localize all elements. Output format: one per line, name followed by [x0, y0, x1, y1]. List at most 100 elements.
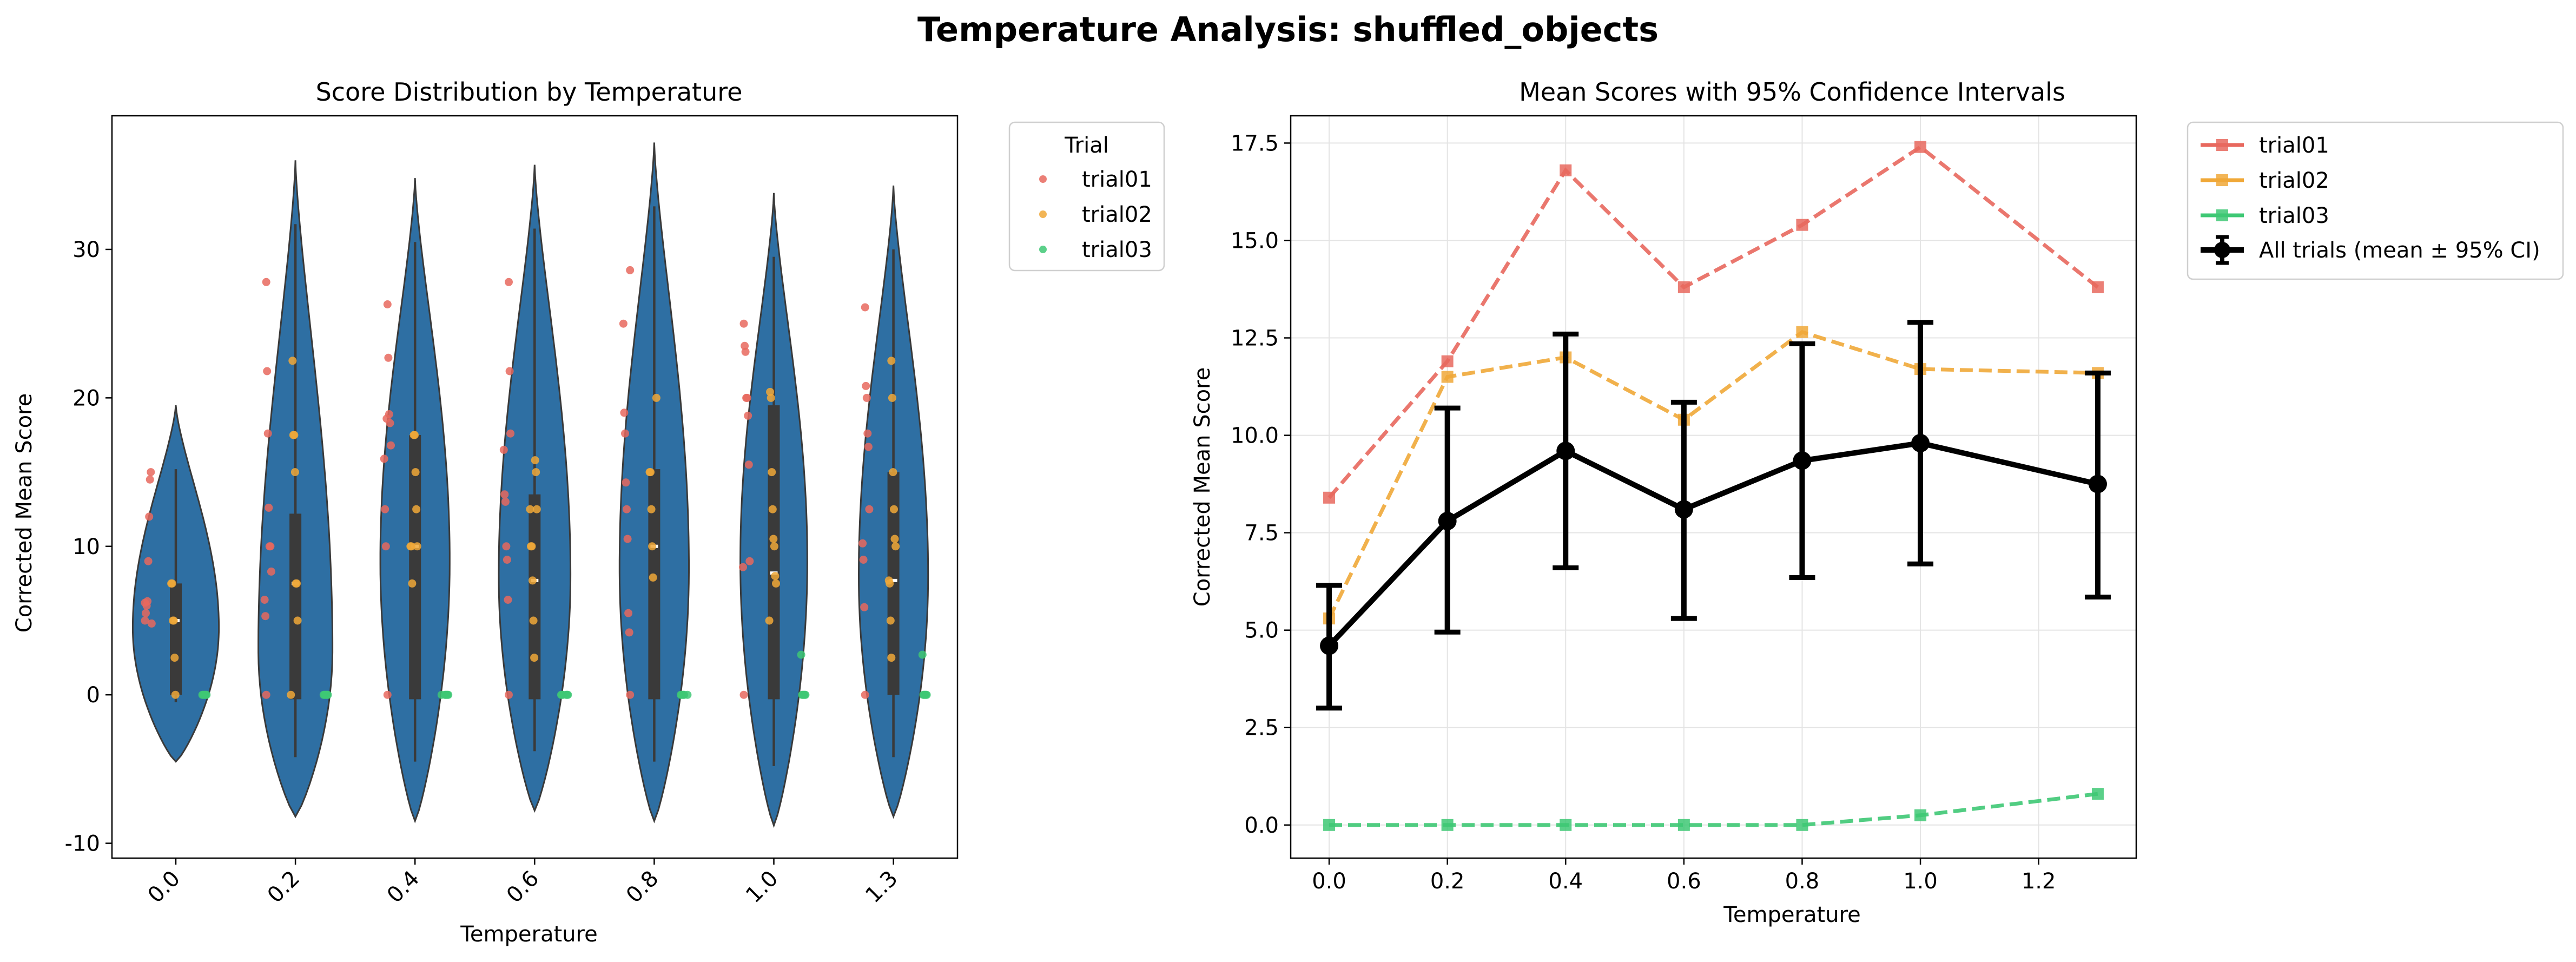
violin-legend-marker-trial03: [1039, 246, 1047, 253]
strip-point-trial01: [861, 690, 869, 699]
line-y-tick-label: 12.5: [1231, 326, 1279, 351]
strip-point-trial01: [741, 341, 749, 350]
strip-point-trial01: [147, 468, 155, 477]
line-legend-marker-all: [2214, 242, 2230, 258]
line-y-tick-label: 0.0: [1244, 813, 1279, 838]
strip-point-trial01: [144, 557, 153, 565]
strip-point-trial01: [381, 505, 389, 513]
strip-point-trial01: [625, 628, 633, 637]
strip-point-trial01: [383, 300, 392, 308]
strip-point-trial01: [864, 443, 873, 451]
strip-point-trial02: [771, 572, 780, 581]
strip-point-trial01: [743, 393, 751, 402]
strip-point-trial02: [290, 468, 299, 477]
series-marker-all-trials: [1911, 433, 1930, 452]
violin-iqr-box-0.8: [648, 469, 660, 700]
strip-point-trial02: [891, 542, 900, 551]
strip-point-trial02: [168, 579, 176, 588]
violin-strip-points: [141, 266, 931, 699]
violin-legend-label-trial02: trial02: [1082, 202, 1152, 227]
series-marker-all-trials: [1556, 442, 1575, 460]
strip-point-trial02: [770, 542, 778, 551]
strip-point-trial02: [408, 579, 417, 588]
strip-point-trial02: [887, 654, 896, 662]
violin-iqr-box-0.4: [409, 434, 421, 700]
series-marker-trial03: [1677, 819, 1690, 831]
line-legend-label-all: All trials (mean ± 95% CI): [2259, 238, 2540, 263]
strip-point-trial02: [530, 654, 539, 662]
strip-point-trial02: [293, 579, 301, 588]
series-marker-trial03: [1441, 819, 1454, 831]
series-marker-trial03: [1560, 819, 1572, 831]
series-marker-trial01: [1323, 491, 1336, 504]
strip-point-trial02: [413, 542, 421, 551]
strip-point-trial01: [741, 347, 750, 356]
strip-point-trial01: [624, 609, 633, 617]
violin-chart: Score Distribution by Temperature Temper…: [12, 77, 1165, 947]
series-marker-trial03: [1796, 819, 1808, 831]
line-x-ticks: 0.0 0.2 0.4 0.6 0.8 1.0 1.2: [1312, 858, 2056, 894]
violin-legend-box: [1008, 121, 1165, 272]
strip-point-trial02: [170, 654, 179, 662]
strip-point-trial01: [621, 429, 629, 438]
strip-point-trial01: [382, 414, 391, 423]
line-legend-marker-trial02: [2216, 174, 2228, 186]
line-x-tick-label: 0.0: [1312, 869, 1346, 894]
strip-point-trial01: [501, 497, 510, 506]
series-marker-trial03: [2091, 788, 2104, 800]
strip-point-trial01: [506, 429, 515, 438]
strip-point-trial01: [623, 535, 632, 543]
strip-point-trial01: [500, 490, 509, 499]
strip-point-trial02: [768, 468, 776, 477]
strip-point-trial02: [769, 535, 778, 543]
strip-point-trial01: [504, 596, 512, 604]
strip-point-trial01: [863, 429, 872, 438]
violin-legend-marker-trial01: [1039, 175, 1047, 183]
strip-point-trial02: [287, 690, 295, 699]
strip-point-trial01: [860, 603, 869, 611]
strip-point-trial01: [387, 441, 395, 450]
series-marker-trial01: [1677, 281, 1690, 293]
violin-iqr-box-0.2: [289, 513, 302, 700]
strip-point-trial02: [527, 542, 536, 551]
line-y-axis-label: Corrected Mean Score: [1190, 367, 1215, 607]
violin-iqr-box-1.0: [768, 405, 780, 700]
line-y-ticks: 0.0 2.5 5.0 7.5 10.0 12.5 15.0 17.5: [1231, 131, 1291, 838]
violin-legend: Trial trial01 trial02 trial03: [1008, 121, 1165, 272]
strip-point-trial03: [202, 690, 211, 699]
violin-x-axis-label: Temperature: [460, 922, 597, 947]
series-marker-trial01: [1560, 164, 1572, 176]
strip-point-trial01: [623, 505, 631, 513]
strip-point-trial02: [886, 616, 895, 625]
line-legend: trial01 trial02 trial03 All trials (mean ± …: [2187, 121, 2564, 280]
strip-point-trial01: [859, 556, 868, 564]
strip-point-trial02: [890, 505, 898, 513]
strip-point-trial01: [505, 690, 513, 699]
strip-point-trial02: [531, 456, 539, 465]
strip-point-trial01: [383, 690, 392, 699]
line-legend-marker-trial03: [2216, 209, 2228, 221]
strip-point-trial02: [648, 542, 657, 551]
strip-point-trial01: [858, 539, 867, 548]
strip-point-trial02: [887, 357, 896, 365]
line-y-tick-label: 2.5: [1244, 716, 1279, 741]
strip-point-trial02: [767, 393, 775, 402]
strip-point-trial03: [437, 690, 446, 699]
strip-point-trial03: [559, 690, 567, 699]
violin-legend-marker-trial02: [1039, 210, 1047, 218]
strip-point-trial02: [526, 505, 534, 513]
strip-point-trial01: [145, 512, 154, 521]
strip-point-trial02: [293, 616, 302, 625]
line-legend-label-trial03: trial03: [2259, 203, 2329, 228]
series-marker-trial03: [1914, 809, 1927, 821]
strip-point-trial01: [384, 353, 393, 362]
strip-point-trial01: [861, 303, 869, 312]
strip-point-trial02: [529, 616, 538, 625]
strip-point-trial01: [739, 319, 748, 328]
strip-point-trial02: [766, 387, 775, 396]
series-marker-all-trials: [2088, 475, 2107, 493]
strip-point-trial01: [260, 596, 269, 604]
strip-point-trial01: [739, 563, 747, 571]
violin-y-tick-label: 30: [72, 238, 100, 262]
strip-point-trial01: [505, 278, 513, 286]
